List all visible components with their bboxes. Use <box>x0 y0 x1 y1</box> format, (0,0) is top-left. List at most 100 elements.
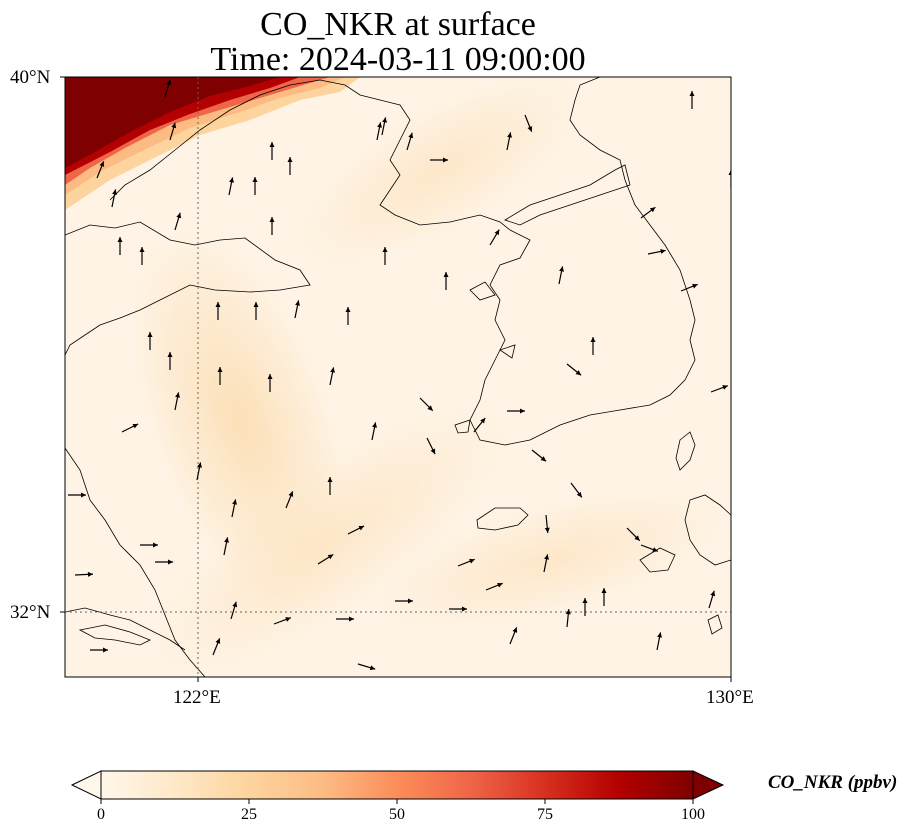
wind-vector-head <box>565 609 571 615</box>
wind-vector-head <box>507 132 513 138</box>
wind-vector-head <box>147 332 153 337</box>
wind-vector-head <box>657 632 663 638</box>
wind-vector-head <box>99 161 105 167</box>
wind-vector-head <box>117 237 123 242</box>
wind-vector-head <box>494 229 500 236</box>
wind-vector-head <box>229 177 235 183</box>
wind-vector-head <box>153 542 158 548</box>
wind-vector-head <box>349 616 354 622</box>
map-frame <box>64 76 732 678</box>
wind-vector-head <box>430 448 436 455</box>
concentration-plume <box>375 489 725 631</box>
wind-vector-head <box>132 423 139 429</box>
wind-vector-head <box>652 547 658 552</box>
colorbar-tick-label: 25 <box>241 806 257 823</box>
wind-vector-head <box>728 170 731 175</box>
wind-vector-head <box>544 527 550 533</box>
wind-vector-head <box>287 157 293 162</box>
wind-vector-head <box>215 638 221 644</box>
colorbar-tick-label: 0 <box>97 806 105 823</box>
colorbar-extend-min <box>70 770 102 800</box>
gridlines <box>65 77 731 677</box>
wind-vector-head <box>139 247 145 252</box>
wind-vector-head <box>112 189 118 195</box>
colorbar-gradient <box>101 771 693 799</box>
map-plot-area <box>65 77 731 677</box>
wind-vector-head <box>345 307 351 312</box>
wind-vector-head <box>288 491 294 497</box>
wind-vector-head <box>480 417 486 424</box>
wind-vector-head <box>722 385 728 390</box>
wind-vector-head <box>166 79 172 86</box>
wind-vector-head <box>601 588 607 593</box>
wind-vector-head <box>175 392 181 398</box>
wind-vector-head <box>171 122 177 129</box>
wind-vector-head <box>377 122 383 128</box>
lon-tick-label-130e: 130°E <box>706 687 754 708</box>
wind-vector-head <box>269 142 275 147</box>
wind-vector-head <box>295 300 301 306</box>
wind-vector-head <box>408 598 413 604</box>
wind-vector-head <box>462 606 467 612</box>
wind-vector-head <box>167 352 173 357</box>
wind-vector-head <box>512 627 518 633</box>
wind-vector-head <box>540 456 547 462</box>
wind-vector-head <box>469 558 475 564</box>
wind-vector-head <box>427 405 433 411</box>
high-concentration-region <box>65 77 360 210</box>
wind-vector-head <box>217 367 223 372</box>
wind-vector-head <box>197 462 203 468</box>
wind-vector-head <box>327 554 334 560</box>
wind-vector-head <box>285 617 291 622</box>
wind-vector-head <box>590 337 596 342</box>
wind-vector-head <box>232 601 238 608</box>
wind-vector-head <box>253 302 259 307</box>
wind-vector-head <box>520 408 525 414</box>
wind-vector-head <box>81 492 86 498</box>
wind-vector-head <box>103 647 108 653</box>
wind-vector-head <box>689 91 695 96</box>
wind-vector-head <box>224 537 230 543</box>
wind-vector-head <box>575 370 582 376</box>
lat-tick-label-40n: 40°N <box>10 67 51 88</box>
map-subtitle-time: Time: 2024-03-11 09:00:00 <box>210 41 586 78</box>
wind-vector-head <box>252 177 258 182</box>
colorbar-tick-label: 75 <box>537 806 553 823</box>
wind-vector-head <box>267 374 273 379</box>
wind-vector-head <box>443 272 449 277</box>
concentration-plume <box>298 77 582 266</box>
concentration-plume <box>153 406 507 674</box>
colorbar-ticks <box>100 799 694 804</box>
wind-vector-head <box>358 525 365 531</box>
axis-ticks <box>60 76 732 682</box>
wind-vector-head <box>634 535 640 541</box>
wind-vector-head <box>710 590 716 597</box>
wind-vector-head <box>660 248 666 254</box>
wind-vector-head <box>372 422 378 428</box>
wind-vector-head <box>692 283 698 289</box>
lat-tick-label-32n: 32°N <box>10 602 51 623</box>
wind-vector-head <box>408 132 414 139</box>
wind-vector-head <box>176 212 182 219</box>
wind-vector-head <box>559 266 565 272</box>
wind-vector-head <box>382 247 388 252</box>
colorbar-label: CO_NKR (ppbv) <box>768 772 898 793</box>
wind-vector-head <box>168 559 173 565</box>
wind-vector-field <box>68 79 731 671</box>
wind-vector-head <box>269 217 275 222</box>
wind-vector-head <box>87 571 93 577</box>
coastlines <box>65 77 731 677</box>
wind-vector-head <box>215 302 221 307</box>
colorbar-extend-max <box>692 770 725 800</box>
wind-vector-head <box>649 207 656 213</box>
colorbar-tick-label: 50 <box>389 806 405 823</box>
wind-vector-head <box>443 157 448 163</box>
wind-vector-head <box>527 126 533 132</box>
wind-vector-head <box>369 665 376 671</box>
wind-vector-head <box>582 598 588 603</box>
lon-tick-label-122e: 122°E <box>173 687 221 708</box>
wind-vector-head <box>497 582 503 588</box>
wind-vector-head <box>382 117 388 123</box>
